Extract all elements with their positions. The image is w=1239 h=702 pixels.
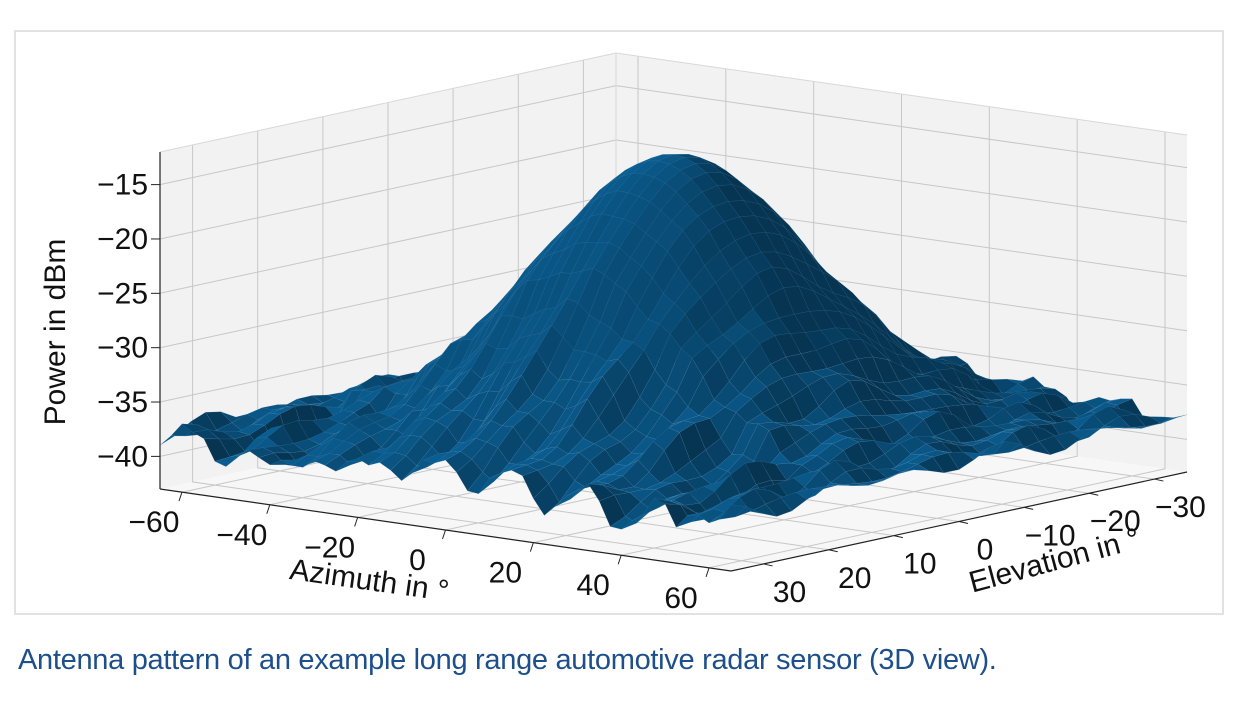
azimuth-tick — [266, 504, 271, 514]
power-tick-label: −30 — [97, 332, 148, 365]
elevation-tick-label: 20 — [838, 562, 871, 595]
power-tick-label: −25 — [97, 277, 148, 310]
elevation-tick — [893, 535, 903, 539]
elevation-tick — [1024, 506, 1034, 510]
figure-caption: Antenna pattern of an example long range… — [18, 644, 997, 676]
azimuth-tick-label: −60 — [129, 506, 180, 539]
figure-frame: −60 −40 −20 0 20 40 60 30 20 10 0 −10 −20 −30 −15 −20 −2… — [14, 30, 1224, 615]
elevation-tick — [763, 563, 773, 567]
surface-patch — [719, 504, 747, 520]
elevation-tick-label: −20 — [1090, 505, 1141, 538]
grid-line-elevation — [192, 144, 764, 565]
power-axis-label: Power in dBm — [39, 239, 72, 426]
azimuth-tick — [354, 517, 359, 527]
grid-line-azimuth — [621, 119, 1078, 556]
azimuth-tick-label: 20 — [489, 557, 522, 590]
elevation-tick — [958, 521, 969, 524]
grid-line-azimuth — [708, 131, 1166, 569]
azimuth-tick — [705, 567, 710, 578]
power-tick-label: −15 — [97, 169, 148, 202]
elevation-tick-label: 10 — [903, 548, 936, 581]
elevation-tick-label: 0 — [977, 534, 994, 567]
azimuth-tick-label: −40 — [216, 519, 267, 552]
elevation-tick-label: 30 — [773, 576, 806, 609]
power-tick-label: −20 — [97, 223, 148, 256]
azimuth-tick — [442, 529, 446, 540]
elevation-tick — [1154, 478, 1164, 482]
elevation-tick-label: −30 — [1155, 491, 1206, 524]
azimuth-tick — [529, 542, 534, 552]
azimuth-tick — [617, 555, 622, 565]
azimuth-tick-label: −20 — [304, 531, 355, 564]
azimuth-tick-label: 60 — [664, 582, 697, 613]
power-tick-label: −35 — [97, 386, 148, 419]
azimuth-axis-label: Azimuth in ° — [288, 553, 451, 608]
azimuth-tick-label: 40 — [577, 569, 610, 602]
azimuth-tick — [178, 491, 183, 502]
grid-line-elevation — [257, 130, 829, 551]
surface-plot: −60 −40 −20 0 20 40 60 30 20 10 0 −10 −20 −30 −15 −20 −2… — [39, 52, 1206, 613]
azimuth-tick-label: 0 — [409, 544, 426, 577]
elevation-tick — [828, 549, 838, 553]
elevation-tick — [1089, 492, 1099, 496]
surface-mesh — [159, 154, 1188, 530]
power-tick-label: −40 — [97, 440, 148, 473]
elevation-tick-label: −10 — [1025, 519, 1076, 552]
